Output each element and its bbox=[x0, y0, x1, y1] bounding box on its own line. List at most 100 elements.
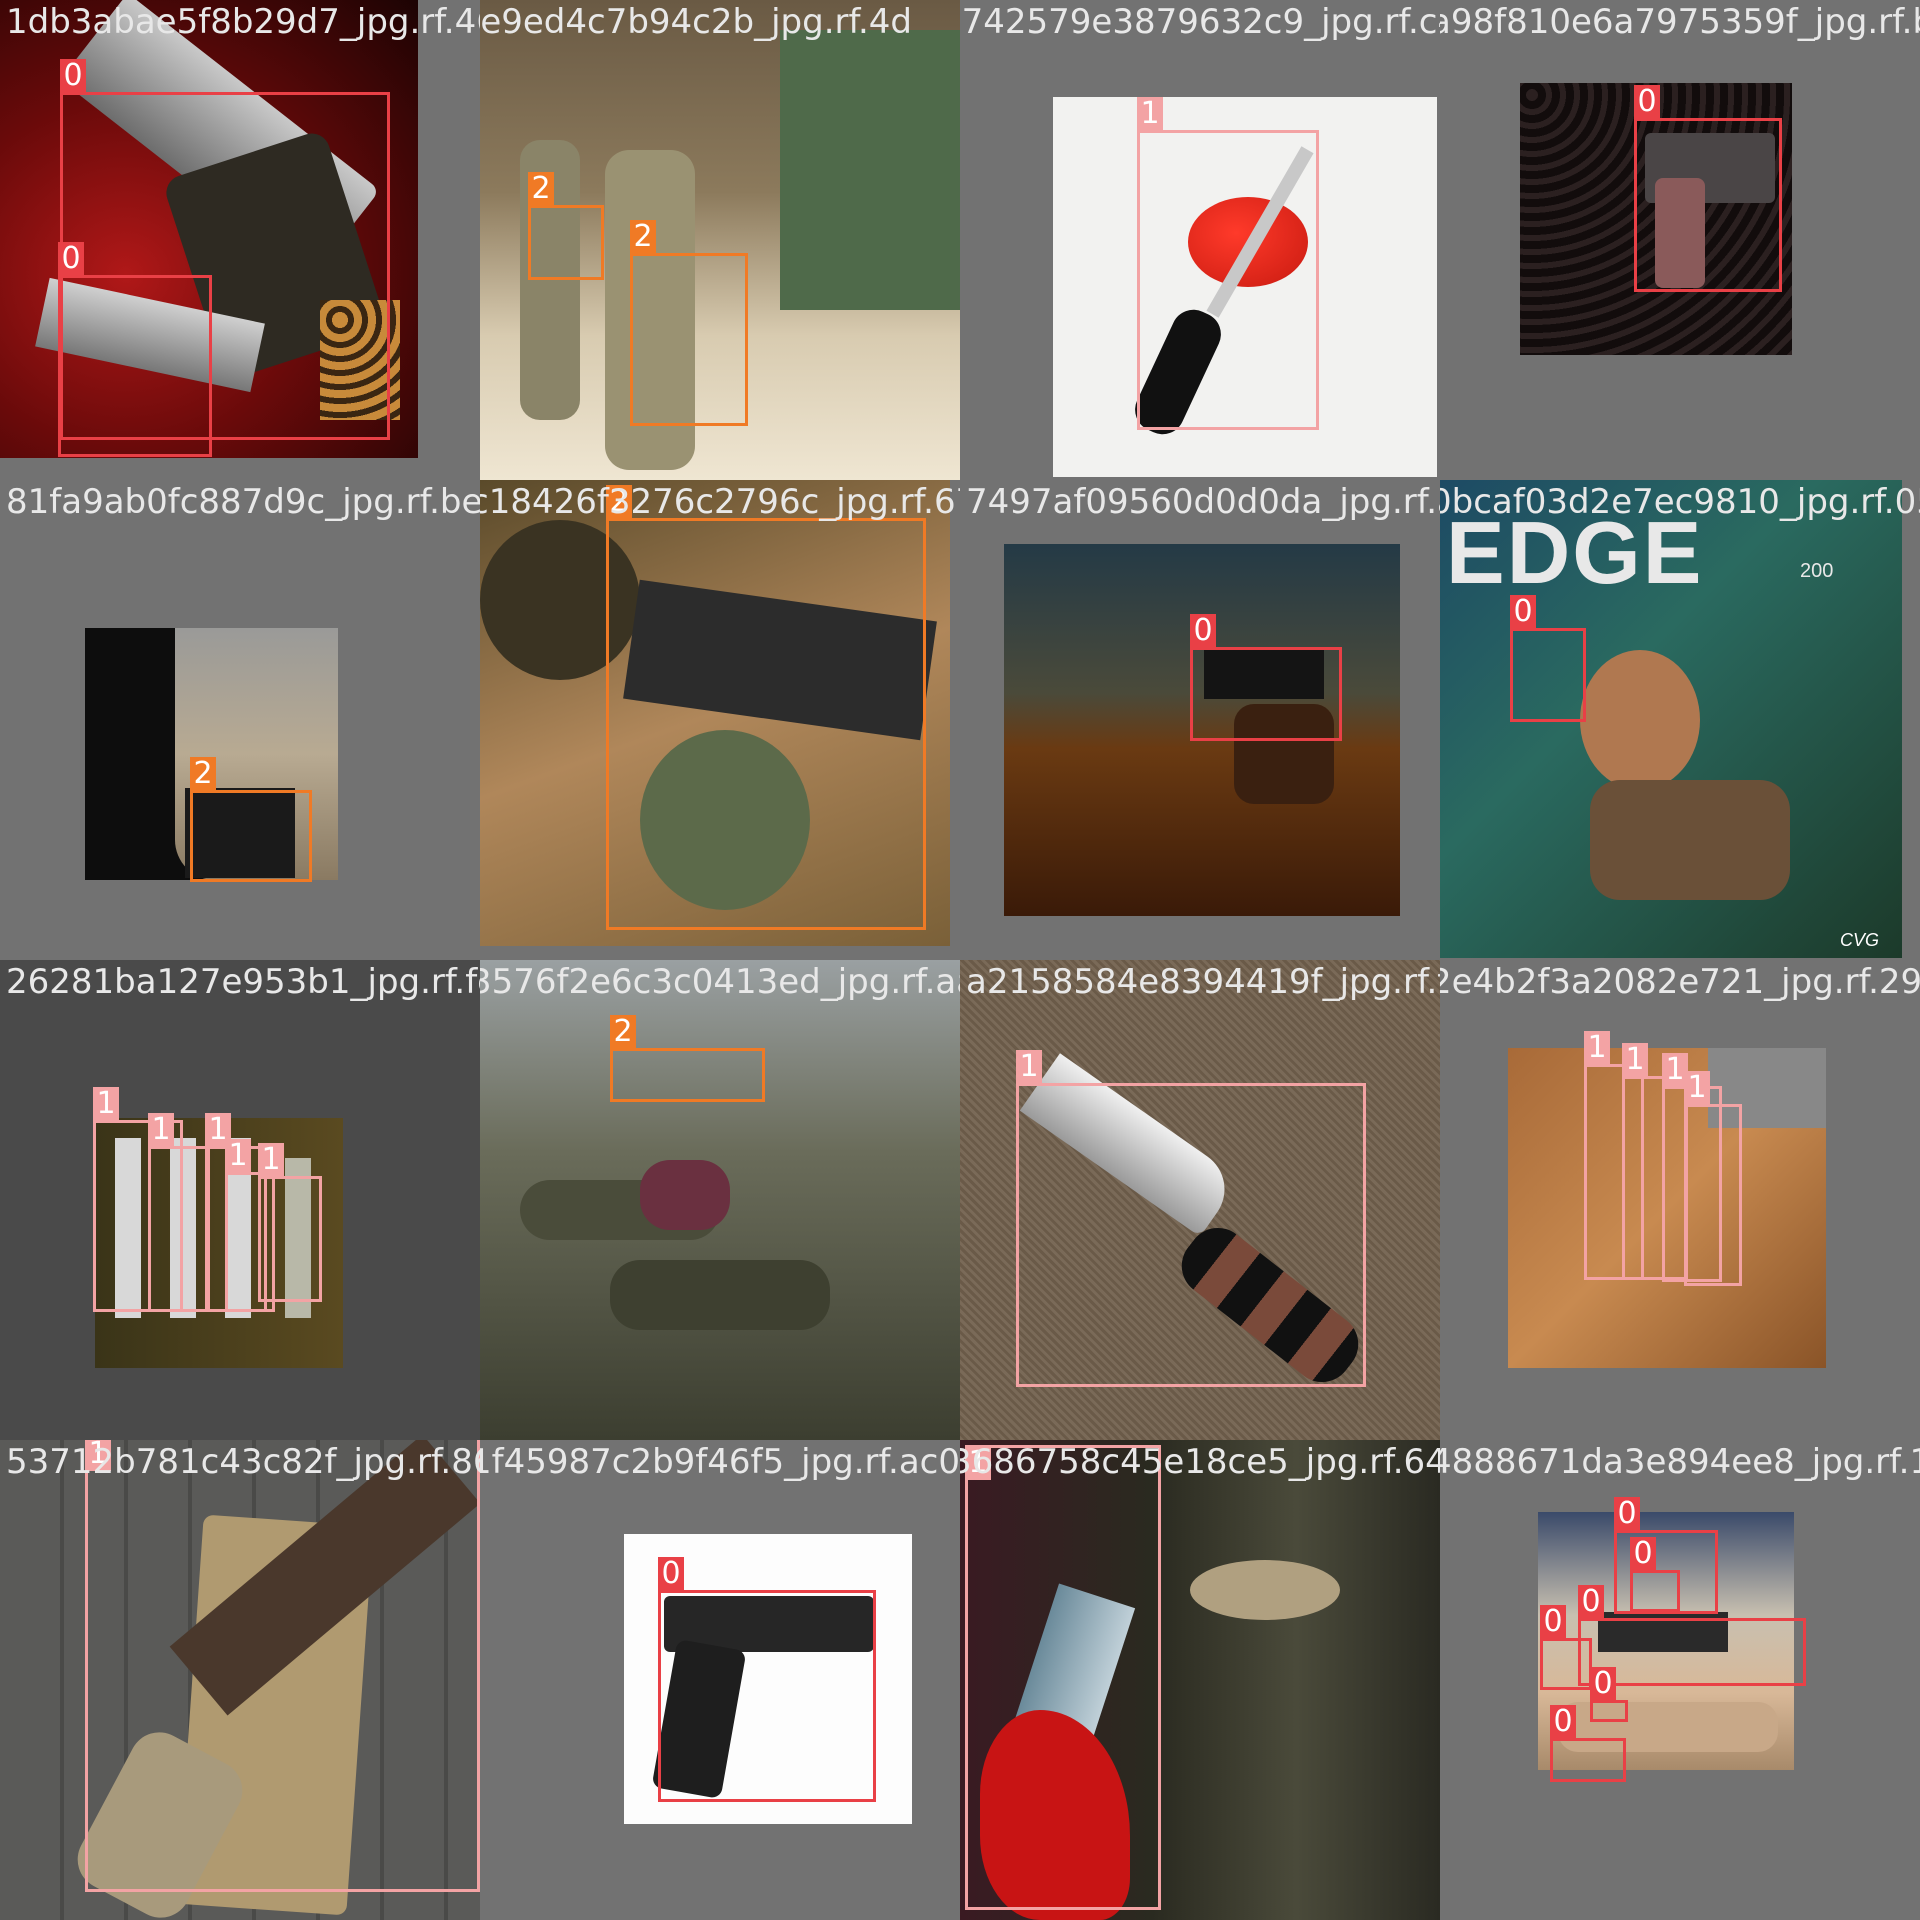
bbox-label: 0 bbox=[1190, 614, 1216, 648]
tile-caption: 1f45987c2b9f46f5_jpg.rf.ac0 bbox=[480, 1442, 960, 1482]
bbox-label: 1 bbox=[1137, 97, 1163, 131]
bbox: 1 bbox=[148, 1113, 210, 1312]
mosaic-tile: 1 1 1 1 2e4b2f3a2082e721_jpg.rf.29 bbox=[1440, 960, 1920, 1440]
tile-image bbox=[1004, 544, 1400, 916]
mosaic-tile: 0 0 0 0 0 0 4888671da3e894ee8_jpg.rf.1 bbox=[1440, 1440, 1920, 1920]
mosaic-tile: 2 2 c4e9ed4c7b94c2b_jpg.rf.4d bbox=[480, 0, 960, 480]
tile-image bbox=[1520, 83, 1792, 355]
mosaic-tile: 1 3686758c45e18ce5_jpg.rf.64 bbox=[960, 1440, 1440, 1920]
bbox: 2 bbox=[630, 220, 748, 426]
bbox-label: 1 bbox=[85, 1440, 111, 1471]
bbox: 2 bbox=[190, 757, 312, 882]
bbox: 1 bbox=[258, 1143, 322, 1302]
tile-caption: 3686758c45e18ce5_jpg.rf.64 bbox=[960, 1442, 1440, 1482]
bbox-label: 0 bbox=[1510, 595, 1536, 629]
cover-corner: CVG bbox=[1840, 930, 1880, 950]
tile-caption: 3576f2e6c3c0413ed_jpg.rf.aa bbox=[480, 962, 960, 1002]
tile-image bbox=[1538, 1512, 1794, 1770]
bbox: 0 bbox=[1630, 1537, 1680, 1612]
bbox: 1 bbox=[1016, 1050, 1366, 1387]
bbox: 0 bbox=[1550, 1705, 1626, 1782]
tile-caption: 4888671da3e894ee8_jpg.rf.1 bbox=[1440, 1442, 1920, 1482]
bbox-label: 1 bbox=[1584, 1031, 1610, 1065]
bbox: 2 bbox=[528, 172, 604, 280]
mosaic-tile: 0 7497af09560d0d0da_jpg.rf.a5 bbox=[960, 480, 1440, 960]
mosaic-tile: 1 53712b781c43c82f_jpg.rf.86 bbox=[0, 1440, 480, 1920]
bbox-label: 0 bbox=[58, 242, 84, 276]
tile-caption: 53712b781c43c82f_jpg.rf.86 bbox=[6, 1442, 480, 1482]
bbox-label: 1 bbox=[258, 1143, 284, 1177]
bbox: 2 bbox=[610, 1015, 765, 1102]
bbox-label: 1 bbox=[965, 1446, 991, 1480]
tile-image bbox=[480, 960, 960, 1440]
bbox: 1 bbox=[1684, 1071, 1742, 1286]
bbox-label: 2 bbox=[630, 220, 656, 254]
mosaic-tile: 0 1f45987c2b9f46f5_jpg.rf.ac0 bbox=[480, 1440, 960, 1920]
bbox-label: 1 bbox=[1622, 1043, 1648, 1077]
mosaic-tile: EDGE 200 CVG 0 0bcaf03d2e7ec9810_jpg.rf.… bbox=[1440, 480, 1920, 960]
bbox: 1 bbox=[225, 1139, 275, 1312]
bbox: 0 bbox=[1614, 1497, 1718, 1614]
bbox: 0 bbox=[658, 1557, 876, 1802]
tile-image bbox=[960, 960, 1440, 1440]
bbox-label: 0 bbox=[1590, 1667, 1616, 1701]
mosaic-tile: 1 1 1 1 1 26281ba127e953b1_jpg.rf.fc bbox=[0, 960, 480, 1440]
tile-caption: 0bcaf03d2e7ec9810_jpg.rf.05 bbox=[1440, 482, 1920, 522]
bbox-label: 2 bbox=[606, 485, 632, 519]
bbox: 0 bbox=[1510, 595, 1586, 722]
tile-caption: 81fa9ab0fc887d9c_jpg.rf.bec bbox=[6, 482, 480, 522]
tile-caption: c18426f3276c2796c_jpg.rf.67 bbox=[480, 482, 960, 522]
bbox-label: 0 bbox=[60, 59, 86, 93]
bbox-label: 0 bbox=[1550, 1705, 1576, 1739]
tile-caption: 5742579e3879632c9_jpg.rf.c4 bbox=[960, 2, 1440, 42]
tile-image bbox=[0, 960, 480, 1440]
tile-caption: 1db3abae5f8b29d7_jpg.rf.46c9e61ea4bc7c1c… bbox=[6, 2, 480, 42]
bbox: 1 bbox=[965, 1445, 1161, 1910]
tile-caption: 26281ba127e953b1_jpg.rf.fc bbox=[6, 962, 480, 1002]
bbox-label: 1 bbox=[148, 1113, 174, 1147]
mosaic-tile: 2 c18426f3276c2796c_jpg.rf.67 bbox=[480, 480, 960, 960]
bbox-label: 0 bbox=[658, 1557, 684, 1591]
bbox-label: 1 bbox=[1016, 1050, 1042, 1084]
tile-caption: c4e9ed4c7b94c2b_jpg.rf.4d bbox=[480, 2, 912, 42]
bbox-label: 1 bbox=[93, 1087, 119, 1121]
mosaic-tile: 0 0 1db3abae5f8b29d7_jpg.rf.46c9e61ea4bc… bbox=[0, 0, 480, 480]
bbox-label: 2 bbox=[610, 1015, 636, 1049]
tile-image bbox=[480, 480, 950, 946]
bbox-label: 2 bbox=[528, 172, 554, 206]
bbox-label: 1 bbox=[1662, 1053, 1688, 1087]
bbox: 1 bbox=[1584, 1031, 1644, 1280]
bbox-label: 0 bbox=[1614, 1497, 1640, 1531]
bbox: 0 bbox=[1590, 1667, 1628, 1722]
bbox: 2 bbox=[606, 485, 926, 930]
tile-caption: 7497af09560d0d0da_jpg.rf.a5 bbox=[966, 482, 1440, 522]
tile-image bbox=[1053, 97, 1437, 477]
mosaic-tile: 2 81fa9ab0fc887d9c_jpg.rf.bec bbox=[0, 480, 480, 960]
tile-caption: a2158584e8394419f_jpg.rf.fe bbox=[966, 962, 1440, 1002]
tile-image bbox=[960, 1440, 1440, 1920]
bbox-label: 1 bbox=[1684, 1071, 1710, 1105]
tile-caption: 2e4b2f3a2082e721_jpg.rf.29 bbox=[1440, 962, 1920, 1002]
bbox: 1 bbox=[85, 1440, 480, 1892]
bbox-label: 1 bbox=[205, 1113, 231, 1147]
bbox-label: 0 bbox=[1578, 1585, 1604, 1619]
mosaic-tile: 1 5742579e3879632c9_jpg.rf.c4 bbox=[960, 0, 1440, 480]
bbox-label: 1 bbox=[225, 1139, 251, 1173]
bbox: 0 bbox=[1190, 614, 1342, 741]
mosaic-tile: 0 a98f810e6a7975359f_jpg.rf.b4 bbox=[1440, 0, 1920, 480]
bbox-label: 0 bbox=[1630, 1537, 1656, 1571]
bbox-label: 2 bbox=[190, 757, 216, 791]
bbox: 1 bbox=[93, 1087, 183, 1312]
bbox: 0 bbox=[1634, 85, 1782, 292]
tile-caption: a98f810e6a7975359f_jpg.rf.b4 bbox=[1440, 2, 1920, 42]
bbox-label: 0 bbox=[1634, 85, 1660, 119]
bbox: 0 bbox=[1540, 1605, 1592, 1690]
tile-image bbox=[0, 1440, 480, 1920]
bbox: 0 bbox=[1578, 1585, 1806, 1686]
mosaic-tile: 1 a2158584e8394419f_jpg.rf.fe bbox=[960, 960, 1440, 1440]
tile-image bbox=[480, 0, 960, 480]
bbox-label: 0 bbox=[1540, 1605, 1566, 1639]
mosaic-tile: 2 3576f2e6c3c0413ed_jpg.rf.aa bbox=[480, 960, 960, 1440]
tile-image bbox=[1508, 1048, 1826, 1368]
